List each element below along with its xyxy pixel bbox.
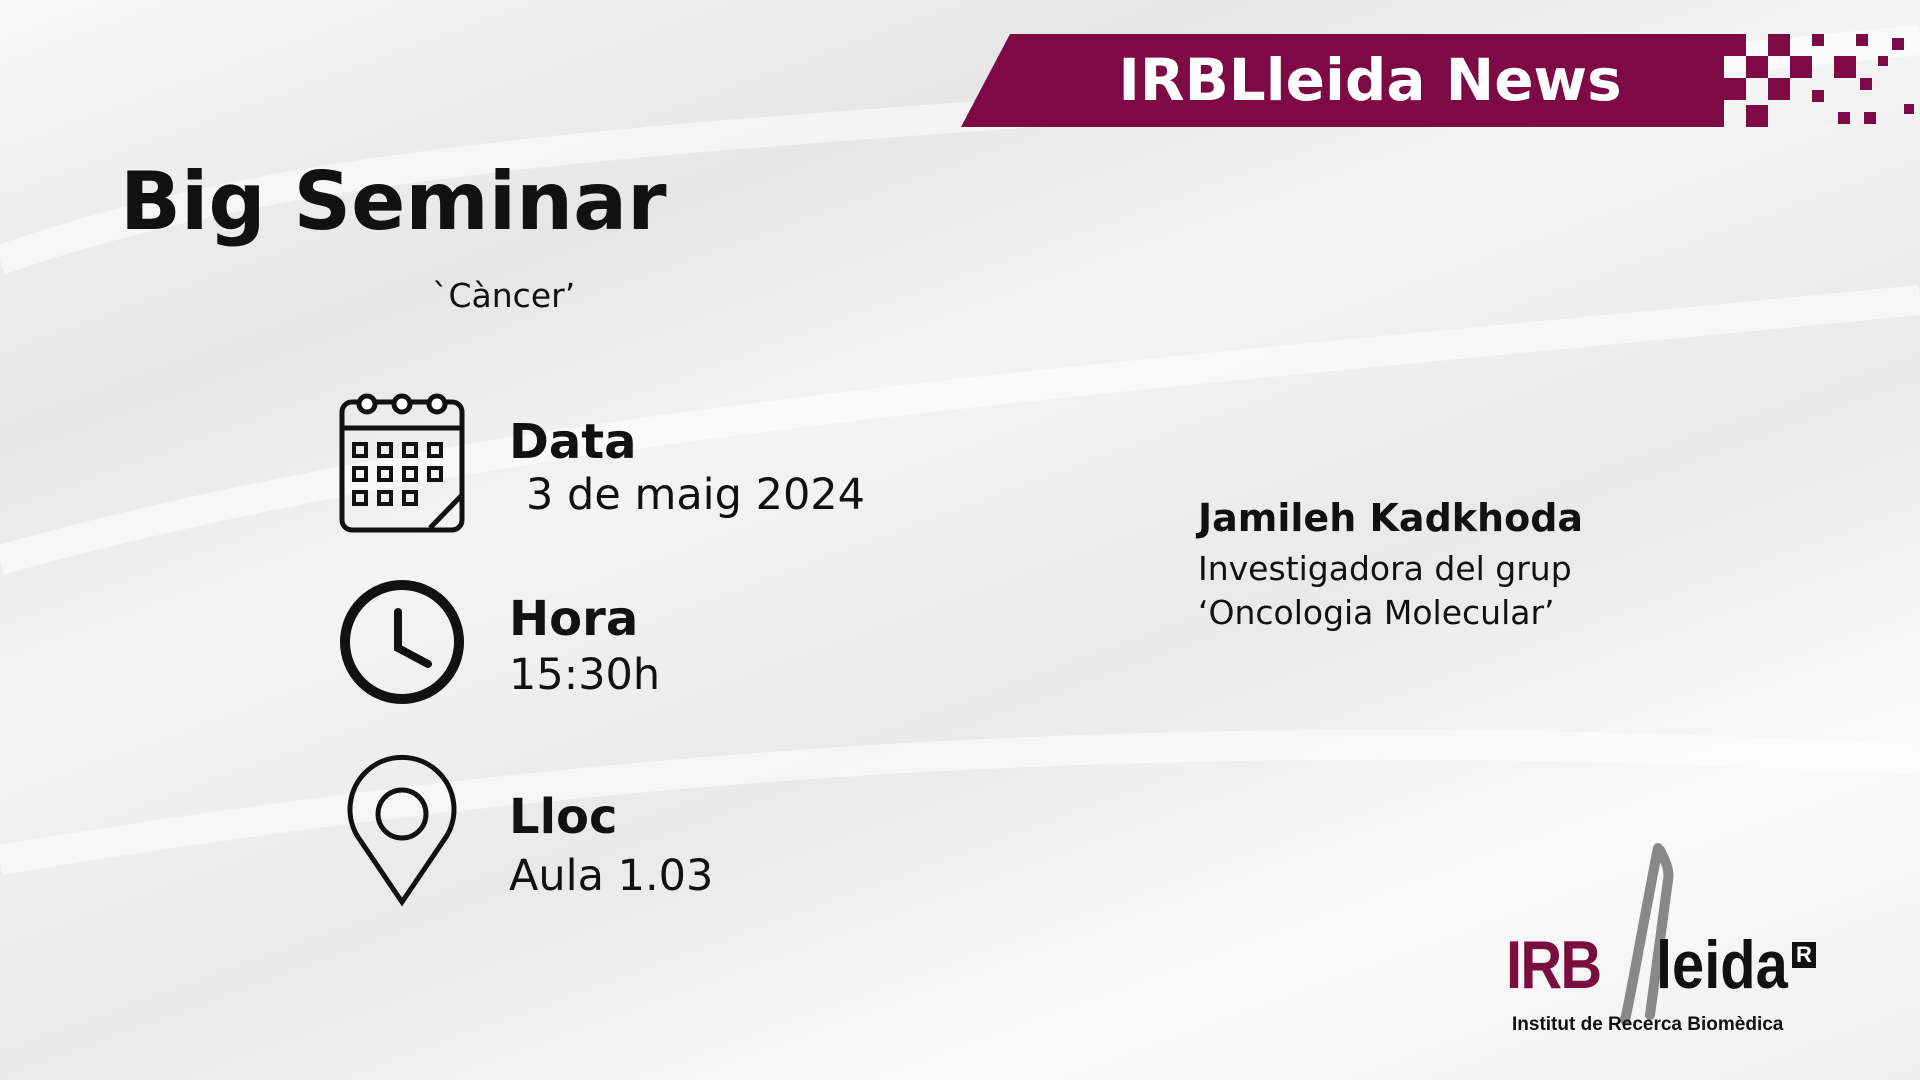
speaker-name: Jamileh Kadkhoda bbox=[1198, 496, 1584, 540]
detail-value: 3 de maig 2024 bbox=[526, 470, 866, 520]
speaker-role: Investigadora del grup bbox=[1198, 549, 1572, 588]
detail-label: Hora bbox=[509, 591, 639, 647]
title: Big Seminar bbox=[120, 155, 667, 248]
logo-stroke bbox=[1620, 843, 1674, 1025]
calendar-icon bbox=[339, 393, 465, 533]
logo-text: leida bbox=[1656, 927, 1788, 1003]
logo-text: IRB bbox=[1506, 927, 1602, 1003]
logo-mark: R bbox=[1792, 942, 1816, 968]
subtitle: `Càncer’ bbox=[432, 276, 576, 315]
detail-label: Lloc bbox=[509, 789, 618, 845]
banner-shape bbox=[961, 34, 1700, 127]
logo-subtitle: Institut de Recerca Biomèdica bbox=[1512, 1014, 1784, 1035]
speaker-group: ‘Oncologia Molecular’ bbox=[1198, 593, 1555, 632]
detail-value: Aula 1.03 bbox=[509, 851, 714, 901]
detail-label: Data bbox=[509, 414, 637, 470]
detail-value: 15:30h bbox=[509, 650, 661, 700]
pin-icon bbox=[347, 754, 457, 907]
clock-icon bbox=[340, 580, 464, 704]
banner-text: IRBLleida News bbox=[1118, 46, 1622, 114]
pixel-pattern bbox=[1684, 34, 1914, 127]
